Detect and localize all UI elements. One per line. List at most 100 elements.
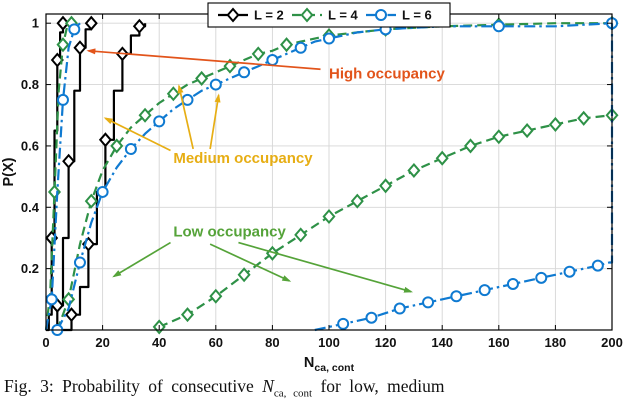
marker-diamond (294, 227, 308, 243)
marker-diamond (195, 70, 209, 86)
svg-text:120: 120 (375, 335, 397, 350)
marker-circle (563, 265, 576, 278)
marker-diamond (98, 132, 112, 148)
svg-text:L = 4: L = 4 (328, 8, 359, 23)
grid (45, 14, 613, 330)
series-L2-medium (50, 15, 98, 332)
marker-circle (591, 259, 604, 272)
legend-entry-L=4: L = 4 (292, 7, 359, 23)
caption-prefix: Fig. 3: (4, 376, 54, 396)
svg-text:160: 160 (488, 335, 510, 350)
marker-circle (365, 311, 378, 324)
svg-text:1: 1 (32, 16, 39, 31)
svg-text:200: 200 (601, 335, 623, 350)
marker-diamond (251, 46, 265, 62)
marker-circle (337, 317, 350, 330)
svg-text:0: 0 (42, 335, 49, 350)
marker-circle (535, 271, 548, 284)
marker-diamond (62, 153, 76, 169)
marker-circle (422, 296, 435, 309)
svg-text:80: 80 (265, 335, 279, 350)
marker-diamond (548, 116, 562, 132)
svg-text:100: 100 (318, 335, 340, 350)
marker-diamond (47, 184, 62, 200)
caption-body: Probability of consecutive (62, 376, 254, 396)
annotation-medium-occupancy: Medium occupancy (103, 84, 313, 167)
marker-diamond (84, 15, 98, 31)
legend-entry-L=2: L = 2 (218, 7, 284, 23)
marker-circle (450, 290, 463, 303)
marker-diamond (209, 288, 223, 304)
marker-diamond (435, 150, 449, 166)
marker-diamond (56, 37, 70, 53)
marker-diamond (492, 129, 506, 145)
marker-diamond (138, 107, 152, 123)
marker-diamond (180, 307, 195, 323)
marker-diamond (223, 58, 237, 74)
cdf-chart: 0 20 40 60 80 100 120 140 160 180 200 0.2 0.4 0.6 0.8 1… (1, 2, 623, 374)
marker-diamond (407, 162, 421, 178)
series-L2-low (63, 18, 147, 332)
marker-circle (238, 66, 251, 79)
marker-diamond (280, 37, 294, 53)
series-L2-high (45, 15, 70, 332)
marker-circle (294, 41, 307, 54)
svg-text:High occupancy: High occupancy (329, 65, 446, 82)
series-L4-medium (56, 15, 619, 331)
svg-text:60: 60 (209, 335, 223, 350)
marker-diamond (520, 123, 534, 139)
svg-text:Low occupancy: Low occupancy (173, 223, 286, 240)
x-axis-label: Nca, cont (304, 355, 355, 374)
svg-text:0.4: 0.4 (21, 200, 40, 215)
annotation-low-occupancy: Low occupancy (112, 223, 413, 293)
series-L6-high (44, 22, 81, 331)
marker-circle (478, 284, 491, 297)
series-L4-low (152, 107, 619, 335)
marker-circle (56, 93, 69, 106)
legend: L = 2 L = 4 L = 6 (207, 2, 451, 28)
marker-diamond (463, 138, 478, 154)
marker-diamond (84, 193, 98, 209)
marker-diamond (73, 40, 87, 56)
svg-text:L = 2: L = 2 (254, 8, 284, 23)
tick-labels: 0 20 40 60 80 100 120 140 160 180 200 0.2 0.4 0.6 0.8 1 (21, 16, 623, 350)
cdf-chart-canvas: 0 20 40 60 80 100 120 140 160 180 200 0.2 0.4 0.6 0.8 1… (1, 2, 623, 374)
marker-diamond (379, 178, 393, 194)
marker-circle (209, 78, 222, 91)
marker-circle (181, 93, 194, 106)
marker-diamond (132, 18, 146, 34)
marker-diamond (322, 208, 336, 225)
marker-circle (96, 185, 109, 198)
marker-diamond (110, 138, 124, 154)
marker-circle (393, 302, 406, 315)
figure-caption: Fig. 3: Probability of consecutive Nca, … (0, 374, 640, 419)
marker-circle (266, 54, 279, 67)
marker-diamond (350, 193, 364, 209)
marker-diamond (237, 267, 251, 283)
legend-entry-L=6: L = 6 (366, 8, 432, 23)
svg-text:140: 140 (431, 335, 453, 350)
marker-diamond (56, 15, 70, 31)
marker-circle (506, 277, 519, 290)
marker-diamond (577, 110, 591, 126)
marker-circle (153, 115, 166, 128)
svg-text:0.6: 0.6 (21, 138, 39, 153)
y-axis-label: P(X) (1, 157, 17, 186)
marker-diamond (64, 307, 78, 323)
svg-text:20: 20 (95, 335, 109, 350)
svg-text:180: 180 (545, 335, 567, 350)
series-L6-low (314, 23, 614, 332)
caption-variable: Nca, cont (262, 376, 313, 400)
annotation-high-occupancy: High occupancy (86, 48, 446, 82)
svg-text:40: 40 (152, 335, 166, 350)
svg-text:L = 6: L = 6 (402, 8, 432, 23)
marker-circle (323, 32, 335, 45)
marker-circle (492, 20, 505, 33)
svg-text:0.8: 0.8 (21, 77, 39, 92)
marker-diamond (166, 86, 180, 102)
svg-text:0.2: 0.2 (21, 261, 39, 276)
marker-circle (73, 256, 86, 269)
caption-suffix: for low, medium (320, 376, 445, 396)
marker-circle (124, 142, 137, 155)
